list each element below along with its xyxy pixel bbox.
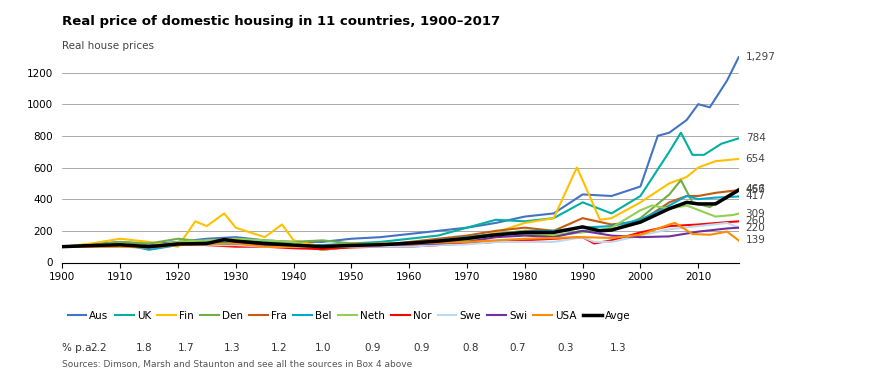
Text: 260: 260 [746, 216, 765, 226]
Text: 417: 417 [746, 192, 765, 201]
Text: 1.8: 1.8 [135, 343, 152, 353]
Text: Real price of domestic housing in 11 countries, 1900–2017: Real price of domestic housing in 11 cou… [62, 15, 500, 28]
Text: 139: 139 [746, 236, 765, 246]
Text: 0.3: 0.3 [558, 343, 574, 353]
Text: 0.9: 0.9 [364, 343, 380, 353]
Text: 1,297: 1,297 [746, 52, 775, 62]
Text: Sources: Dimson, Marsh and Staunton and see all the sources in Box 4 above: Sources: Dimson, Marsh and Staunton and … [62, 360, 413, 369]
Text: % p.a.: % p.a. [62, 343, 95, 353]
Text: 220: 220 [746, 223, 765, 232]
Text: 466: 466 [746, 184, 765, 194]
Text: 0.8: 0.8 [462, 343, 479, 353]
Legend: Aus, UK, Fin, Den, Fra, Bel, Neth, Nor, Swe, Swi, USA, Avge: Aus, UK, Fin, Den, Fra, Bel, Neth, Nor, … [68, 311, 630, 321]
Text: 1.7: 1.7 [178, 343, 195, 353]
Text: 457: 457 [746, 185, 765, 195]
Text: 654: 654 [746, 154, 765, 164]
Text: 784: 784 [746, 134, 765, 143]
Text: 0.9: 0.9 [414, 343, 430, 353]
Text: 0.7: 0.7 [510, 343, 526, 353]
Text: 2.2: 2.2 [91, 343, 108, 353]
Text: 309: 309 [746, 209, 765, 219]
Text: Real house prices: Real house prices [62, 41, 154, 51]
Text: 1.3: 1.3 [224, 343, 241, 353]
Text: 1.0: 1.0 [315, 343, 332, 353]
Text: 1.3: 1.3 [610, 343, 626, 353]
Text: 1.2: 1.2 [271, 343, 287, 353]
